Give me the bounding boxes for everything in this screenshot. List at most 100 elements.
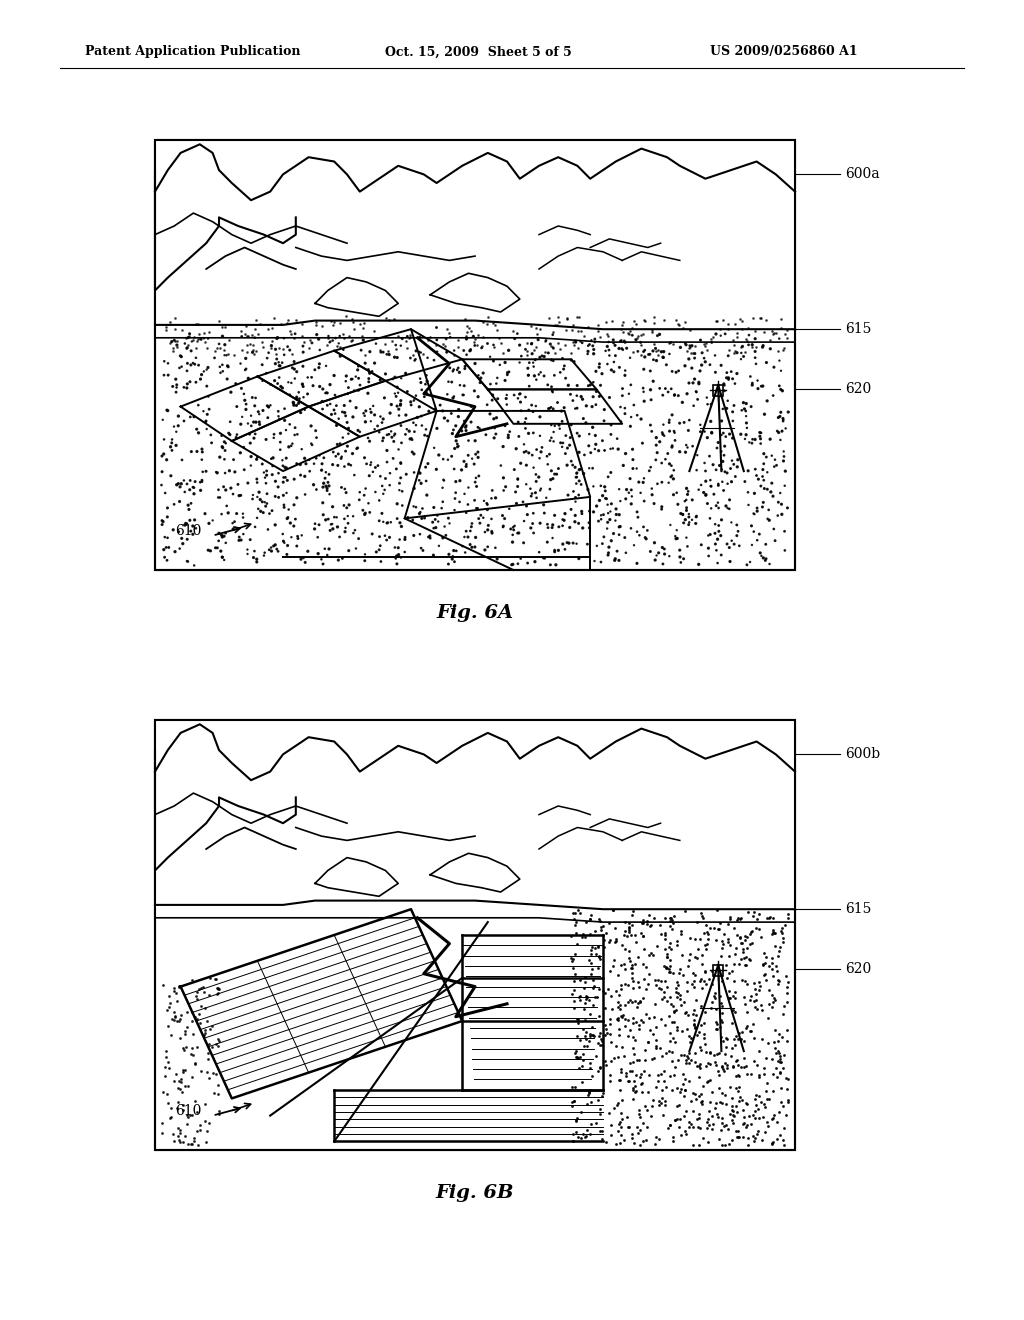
- Point: [470, 325, 486, 346]
- Point: [678, 1100, 694, 1121]
- Point: [739, 1127, 756, 1148]
- Point: [536, 346, 552, 367]
- Point: [625, 972, 641, 993]
- Point: [530, 364, 547, 385]
- Point: [591, 908, 607, 929]
- Point: [276, 457, 293, 478]
- Point: [443, 403, 460, 424]
- Point: [764, 321, 780, 342]
- Point: [707, 982, 723, 1003]
- Point: [199, 1061, 215, 1082]
- Point: [210, 1084, 226, 1105]
- Point: [635, 1111, 651, 1133]
- Point: [245, 488, 261, 510]
- Point: [625, 1038, 641, 1059]
- Point: [653, 1008, 670, 1030]
- Point: [157, 482, 173, 503]
- Point: [499, 364, 515, 385]
- Point: [236, 437, 252, 458]
- Point: [594, 1121, 610, 1142]
- Point: [717, 1084, 733, 1105]
- Point: [640, 944, 656, 965]
- Point: [775, 408, 792, 429]
- Point: [698, 921, 715, 942]
- Point: [450, 337, 466, 358]
- Point: [648, 1030, 665, 1051]
- Point: [408, 348, 424, 370]
- Point: [470, 364, 486, 385]
- Point: [233, 321, 250, 342]
- Point: [191, 1012, 208, 1034]
- Point: [194, 449, 210, 470]
- Point: [460, 477, 476, 498]
- Point: [547, 314, 563, 335]
- Point: [738, 329, 755, 350]
- Point: [478, 492, 495, 513]
- Point: [451, 407, 467, 428]
- Point: [519, 504, 536, 525]
- Point: [720, 498, 736, 519]
- Point: [524, 343, 541, 364]
- Point: [267, 354, 284, 375]
- Point: [597, 1055, 613, 1076]
- Point: [622, 950, 638, 972]
- Point: [616, 364, 633, 385]
- Point: [199, 404, 215, 425]
- Point: [665, 1027, 681, 1048]
- Point: [546, 364, 562, 385]
- Point: [633, 1064, 649, 1085]
- Point: [698, 1041, 715, 1063]
- Point: [741, 924, 758, 945]
- Point: [247, 327, 263, 348]
- Point: [275, 484, 292, 506]
- Point: [669, 935, 685, 956]
- Point: [155, 409, 171, 430]
- Point: [714, 510, 730, 531]
- Point: [355, 330, 372, 351]
- Point: [626, 310, 642, 331]
- Point: [214, 326, 230, 347]
- Point: [554, 348, 570, 370]
- Point: [511, 384, 527, 405]
- Point: [723, 471, 739, 492]
- Point: [685, 1003, 701, 1024]
- Point: [754, 999, 770, 1020]
- Point: [616, 925, 633, 946]
- Point: [226, 462, 243, 483]
- Point: [401, 325, 418, 346]
- Point: [770, 1040, 786, 1061]
- Point: [728, 1026, 744, 1047]
- Point: [761, 510, 777, 531]
- Point: [766, 455, 782, 477]
- Point: [332, 326, 348, 347]
- Point: [207, 537, 223, 558]
- Point: [174, 1094, 190, 1115]
- Point: [326, 400, 342, 421]
- Point: [733, 342, 750, 363]
- Point: [663, 331, 679, 352]
- Point: [427, 510, 443, 531]
- Point: [671, 314, 687, 335]
- Point: [233, 378, 250, 399]
- Point: [729, 322, 745, 343]
- Point: [577, 927, 593, 948]
- Point: [211, 310, 227, 331]
- Point: [571, 425, 588, 446]
- Point: [525, 503, 542, 524]
- Point: [765, 1080, 781, 1101]
- Point: [593, 920, 609, 941]
- Point: [451, 399, 467, 420]
- Point: [209, 462, 225, 483]
- Point: [201, 985, 217, 1006]
- Point: [563, 946, 580, 968]
- Point: [580, 317, 596, 338]
- Point: [345, 407, 361, 428]
- Point: [295, 335, 311, 356]
- Point: [759, 907, 775, 928]
- Point: [563, 950, 580, 972]
- Point: [726, 334, 742, 355]
- Point: [633, 482, 649, 503]
- Point: [633, 1073, 649, 1094]
- Point: [586, 339, 602, 360]
- Point: [776, 446, 793, 467]
